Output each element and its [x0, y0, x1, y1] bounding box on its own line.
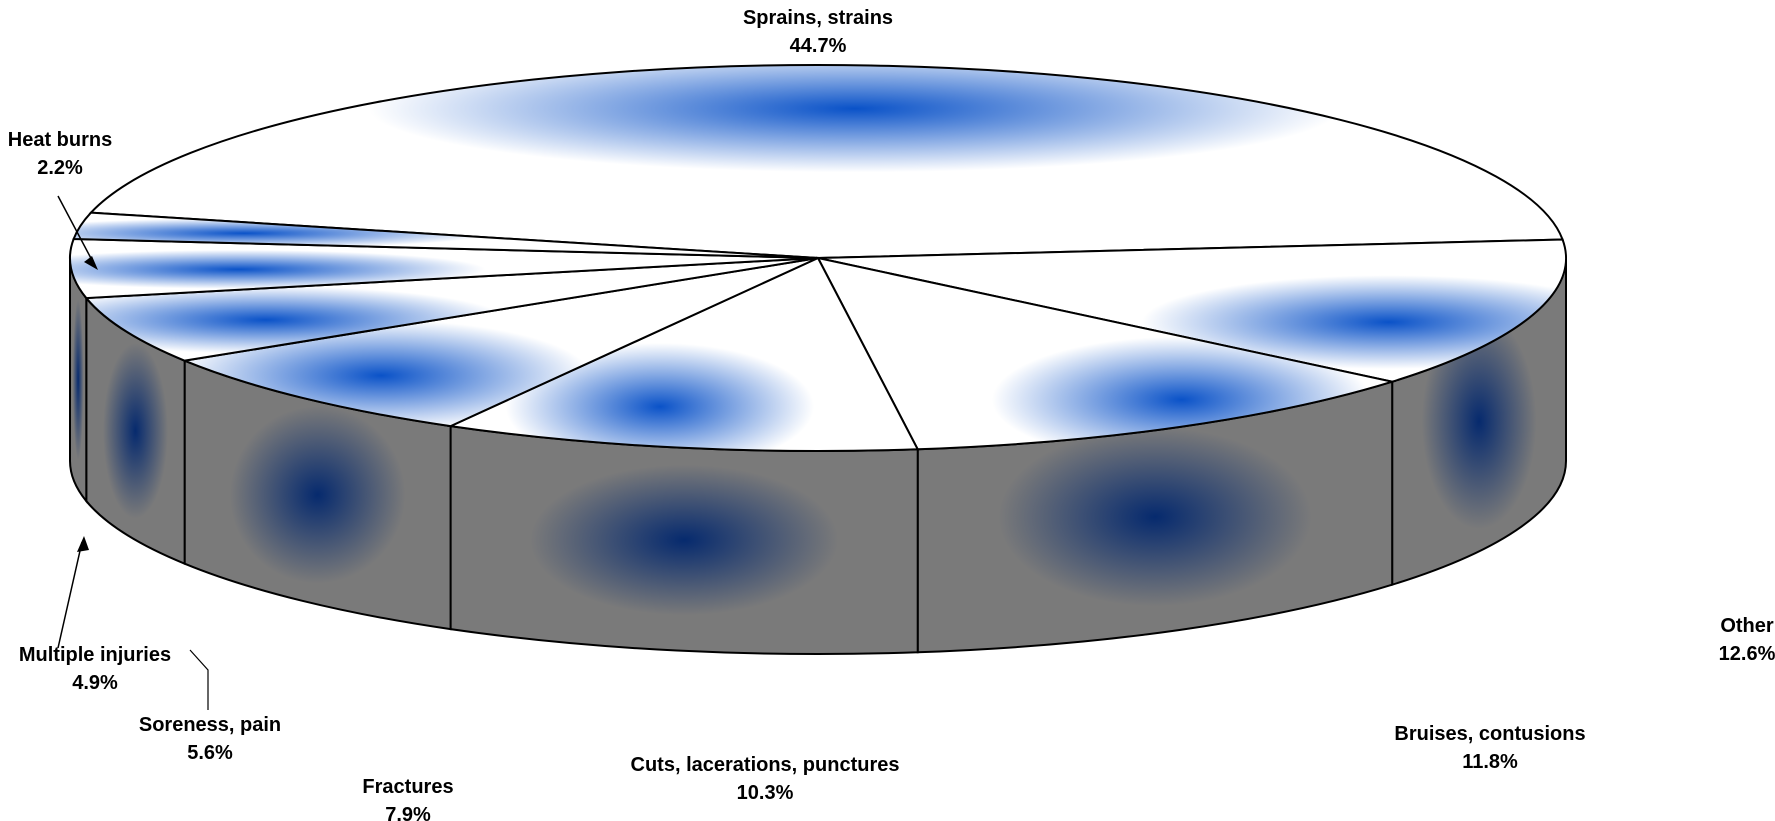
pie-tops	[69, 63, 1567, 452]
slice-label: Fractures	[362, 776, 453, 798]
slice-value: 2.2%	[37, 157, 83, 179]
slice-value: 11.8%	[1462, 751, 1518, 773]
label-sprains-strains: Sprains, strains 44.7%	[743, 7, 893, 57]
slice-value: 5.6%	[187, 742, 233, 764]
slice-label: Other	[1720, 615, 1774, 637]
slice-label: Cuts, lacerations, punctures	[631, 754, 900, 776]
slice-fractures	[180, 257, 819, 428]
slice-label: Soreness, pain	[139, 714, 281, 736]
side-cuts-lacerations-punctures	[449, 424, 919, 655]
label-cuts-lacerations-punctures: Cuts, lacerations, punctures 10.3%	[631, 754, 900, 804]
slice-value: 12.6%	[1719, 643, 1775, 665]
leader-soreness	[189, 649, 209, 710]
label-fractures: Fractures 7.9%	[362, 776, 453, 821]
slice-label: Sprains, strains	[743, 7, 893, 29]
pie-sides	[69, 257, 1567, 655]
slice-value: 10.3%	[737, 782, 794, 804]
leader-lines	[57, 195, 209, 710]
slice-soreness-pain	[84, 257, 819, 362]
slice-sprains-strains	[88, 63, 1564, 260]
slice-value: 44.7%	[790, 35, 847, 57]
label-other: Other 12.6%	[1719, 615, 1775, 665]
label-bruises-contusions: Bruises, contusions 11.8%	[1394, 723, 1585, 773]
label-multiple-injuries: Multiple injuries 4.9%	[19, 644, 171, 694]
label-soreness-pain: Soreness, pain 5.6%	[139, 714, 281, 764]
pie-labels: Sprains, strains 44.7% Other 12.6% Bruises, …	[8, 7, 1775, 821]
slice-cuts-lacerations-punctures	[447, 256, 920, 452]
leader-heat-burns	[57, 195, 95, 265]
slice-value: 7.9%	[385, 804, 431, 821]
label-heat-burns: Heat burns 2.2%	[8, 129, 112, 179]
slice-label: Heat burns	[8, 129, 112, 151]
slice-label: Multiple injuries	[19, 644, 171, 666]
slice-other	[817, 238, 1567, 383]
slice-heat-burns	[72, 211, 819, 259]
slice-value: 4.9%	[72, 672, 118, 694]
leader-multiple-injuries	[57, 541, 83, 649]
slice-bruises-contusions	[816, 256, 1397, 451]
slice-label: Bruises, contusions	[1394, 723, 1585, 745]
